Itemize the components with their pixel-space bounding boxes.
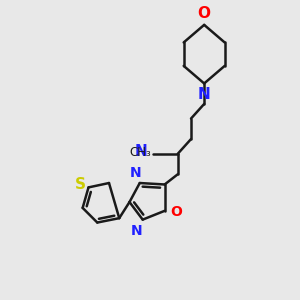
Text: N: N	[130, 166, 141, 180]
Text: CH₃: CH₃	[130, 146, 152, 159]
Text: O: O	[198, 6, 211, 21]
Text: S: S	[75, 177, 86, 192]
Text: O: O	[170, 205, 182, 219]
Text: N: N	[198, 87, 211, 102]
Text: N: N	[134, 144, 147, 159]
Text: N: N	[131, 224, 142, 238]
